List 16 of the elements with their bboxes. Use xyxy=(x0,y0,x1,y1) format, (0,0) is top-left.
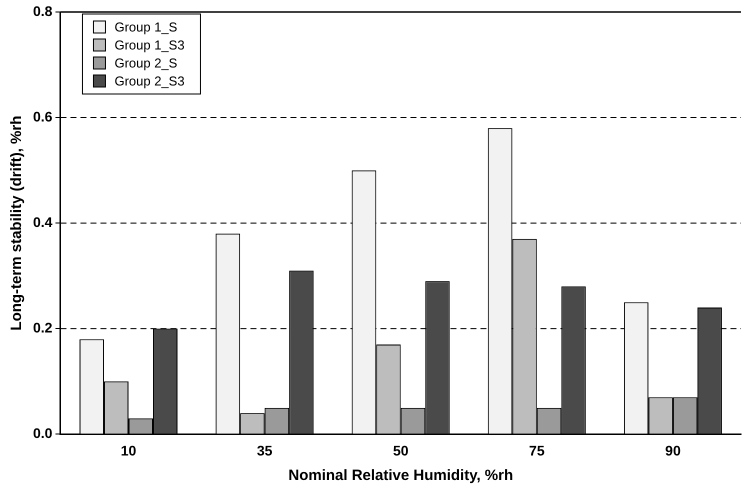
legend-label: Group 1_S3 xyxy=(114,38,185,53)
legend-label: Group 2_S3 xyxy=(114,74,185,89)
x-tick-label: 10 xyxy=(120,442,137,458)
x-tick-label: 75 xyxy=(529,442,545,458)
y-tick-label: 0.8 xyxy=(32,2,53,19)
x-tick-label: 90 xyxy=(665,442,681,458)
y-tick-label: 0.0 xyxy=(32,425,53,442)
y-tick-label: 0.6 xyxy=(32,108,53,124)
y-tick-label: 0.4 xyxy=(32,214,53,230)
x-axis-title: Nominal Relative Humidity, %rh xyxy=(288,467,514,484)
y-tick-label: 0.2 xyxy=(32,320,53,336)
y-axis-title: Long-term stability (drift), %rh xyxy=(8,116,26,331)
legend-label: Group 2_S xyxy=(114,56,178,71)
x-tick-label: 35 xyxy=(256,442,273,458)
x-tick-label: 50 xyxy=(392,442,409,458)
legend-label: Group 1_S xyxy=(114,20,178,35)
